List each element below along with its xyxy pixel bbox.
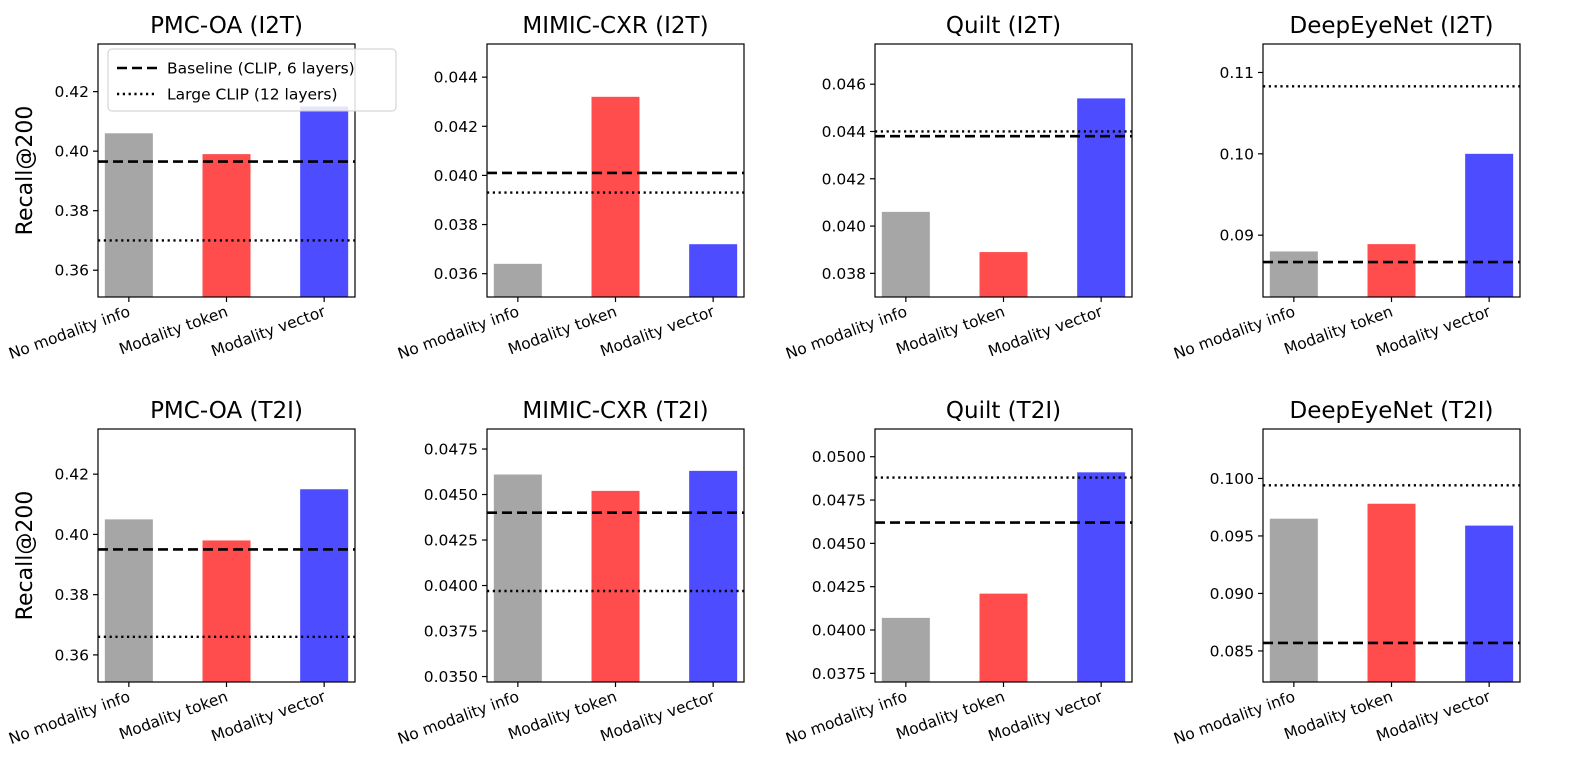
y-tick-label: 0.09 bbox=[1219, 227, 1254, 245]
bar-no-modality-info bbox=[881, 211, 930, 297]
y-axis-label: Recall@200 bbox=[13, 106, 38, 236]
panel-8: DeepEyeNet (T2I) 0.085 0.090 0.095 0.100 No m… bbox=[1171, 398, 1521, 748]
bar-modality-vector bbox=[300, 106, 349, 297]
legend-label: Baseline (CLIP, 6 layers) bbox=[167, 60, 355, 78]
y-axis-label: Recall@200 bbox=[13, 491, 38, 621]
x-tick-label: No modality info bbox=[6, 687, 132, 748]
y-tick-label: 0.38 bbox=[54, 586, 89, 604]
bar-modality-token bbox=[979, 593, 1028, 682]
panel-6: MIMIC-CXR (T2I) 0.0350 0.0375 0.0400 0.0425 0… bbox=[395, 398, 745, 748]
panel-4: DeepEyeNet (I2T) 0.09 0.10 0.11 No modality … bbox=[1171, 13, 1521, 363]
y-tick-label: 0.0450 bbox=[812, 535, 866, 553]
panel-title: Quilt (I2T) bbox=[946, 13, 1061, 39]
y-tick-label: 0.090 bbox=[1210, 585, 1254, 603]
legend: Baseline (CLIP, 6 layers) Large CLIP (12 … bbox=[107, 48, 397, 112]
y-tick-label: 0.044 bbox=[822, 123, 866, 141]
y-tick-label: 0.038 bbox=[434, 216, 478, 234]
y-tick-label: 0.0425 bbox=[812, 578, 866, 596]
y-tick-label: 0.0375 bbox=[812, 665, 866, 683]
y-tick-label: 0.42 bbox=[54, 83, 89, 101]
bar-no-modality-info bbox=[881, 617, 930, 682]
y-tick-label: 0.36 bbox=[54, 646, 89, 664]
y-tick-label: 0.36 bbox=[54, 262, 89, 280]
y-tick-label: 0.42 bbox=[54, 466, 89, 484]
x-tick-label: No modality info bbox=[783, 687, 909, 748]
legend-label: Large CLIP (12 layers) bbox=[167, 86, 338, 104]
bar-modality-vector bbox=[1077, 472, 1126, 682]
y-tick-label: 0.040 bbox=[822, 218, 866, 236]
bar-modality-token bbox=[202, 154, 251, 297]
bar-modality-vector bbox=[1077, 98, 1126, 297]
bar-modality-vector bbox=[300, 489, 349, 682]
bar-modality-vector bbox=[689, 244, 738, 297]
y-tick-label: 0.0475 bbox=[424, 441, 478, 459]
y-tick-label: 0.0475 bbox=[812, 492, 866, 510]
y-tick-label: 0.044 bbox=[434, 69, 478, 87]
bar-modality-token bbox=[1367, 244, 1416, 297]
y-tick-label: 0.0400 bbox=[812, 622, 866, 640]
panel-title: PMC-OA (I2T) bbox=[150, 13, 303, 39]
x-tick-label: No modality info bbox=[783, 302, 909, 363]
panel-title: DeepEyeNet (T2I) bbox=[1289, 398, 1493, 424]
y-tick-label: 0.0425 bbox=[424, 532, 478, 550]
y-tick-label: 0.40 bbox=[54, 526, 89, 544]
y-tick-label: 0.095 bbox=[1210, 527, 1254, 545]
bar-no-modality-info bbox=[493, 263, 542, 297]
y-tick-label: 0.036 bbox=[434, 265, 478, 283]
y-tick-label: 0.042 bbox=[822, 170, 866, 188]
bar-no-modality-info bbox=[1269, 518, 1318, 682]
y-tick-label: 0.0450 bbox=[424, 486, 478, 504]
y-tick-label: 0.0500 bbox=[812, 448, 866, 466]
y-tick-label: 0.0400 bbox=[424, 577, 478, 595]
bar-modality-token bbox=[979, 252, 1028, 297]
panel-2: MIMIC-CXR (I2T) 0.036 0.038 0.040 0.042 0.044… bbox=[395, 13, 745, 363]
y-tick-label: 0.042 bbox=[434, 118, 478, 136]
bar-modality-token bbox=[591, 96, 640, 298]
bar-modality-vector bbox=[1465, 525, 1514, 682]
bar-no-modality-info bbox=[104, 133, 153, 297]
panel-title: PMC-OA (T2I) bbox=[150, 398, 303, 424]
bar-modality-vector bbox=[1465, 153, 1514, 297]
panel-title: MIMIC-CXR (I2T) bbox=[522, 13, 708, 39]
y-tick-label: 0.100 bbox=[1210, 470, 1254, 488]
y-tick-label: 0.10 bbox=[1219, 145, 1254, 163]
bar-no-modality-info bbox=[1269, 251, 1318, 297]
bar-modality-token bbox=[591, 490, 640, 682]
y-tick-label: 0.085 bbox=[1210, 642, 1254, 660]
panel-5: PMC-OA (T2I) 0.36 0.38 0.40 0.42 No modality … bbox=[6, 398, 356, 748]
x-tick-label: No modality info bbox=[395, 687, 521, 748]
x-tick-label: No modality info bbox=[1171, 687, 1297, 748]
bar-no-modality-info bbox=[493, 474, 542, 682]
y-tick-label: 0.046 bbox=[822, 76, 866, 94]
x-tick-label: No modality info bbox=[395, 302, 521, 363]
y-tick-label: 0.40 bbox=[54, 143, 89, 161]
legend-box bbox=[107, 48, 397, 112]
bar-modality-token bbox=[1367, 503, 1416, 682]
y-tick-label: 0.0350 bbox=[424, 668, 478, 686]
panel-title: Quilt (T2I) bbox=[946, 398, 1061, 424]
y-tick-label: 0.11 bbox=[1219, 64, 1254, 82]
panel-7: Quilt (T2I) 0.0375 0.0400 0.0425 0.0450 0.047… bbox=[783, 398, 1133, 748]
panel-title: DeepEyeNet (I2T) bbox=[1289, 13, 1493, 39]
x-tick-label: No modality info bbox=[1171, 302, 1297, 363]
y-tick-label: 0.038 bbox=[822, 265, 866, 283]
bar-no-modality-info bbox=[104, 519, 153, 682]
y-tick-label: 0.040 bbox=[434, 167, 478, 185]
y-tick-label: 0.0375 bbox=[424, 623, 478, 641]
bar-modality-vector bbox=[689, 470, 738, 682]
y-tick-label: 0.38 bbox=[54, 202, 89, 220]
panel-3: Quilt (I2T) 0.038 0.040 0.042 0.044 0.046 No m… bbox=[783, 13, 1133, 363]
bar-modality-token bbox=[202, 540, 251, 682]
panel-title: MIMIC-CXR (T2I) bbox=[522, 398, 708, 424]
x-tick-label: No modality info bbox=[6, 302, 132, 363]
